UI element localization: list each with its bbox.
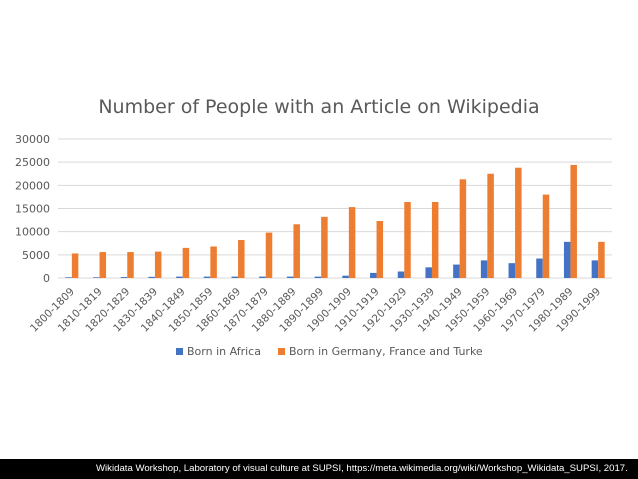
bar-series-2 (487, 173, 494, 278)
bar-series-2 (376, 221, 384, 278)
bar-series-1 (397, 271, 405, 278)
bar-series-2 (570, 164, 577, 278)
bar-series-2 (99, 252, 107, 278)
bar-chart: Number of People with an Article on Wiki… (15, 96, 612, 358)
bar-series-2 (459, 179, 467, 278)
y-tick-label: 25000 (15, 156, 50, 169)
bar-series-1 (93, 277, 100, 278)
grid-layer (58, 138, 612, 279)
y-tick-label: 15000 (15, 203, 50, 216)
bar-series-1 (148, 276, 155, 278)
caption-text: Wikidata Workshop, Laboratory of visual … (96, 463, 628, 474)
legend-label: Born in Germany, France and Turke (289, 345, 483, 358)
bar-series-1 (508, 263, 516, 278)
bar-series-1 (203, 276, 211, 278)
bar-series-1 (176, 276, 183, 278)
bar-series-2 (210, 246, 217, 278)
y-tick-label: 20000 (15, 179, 50, 192)
bar-series-1 (314, 276, 322, 278)
bar-series-1 (591, 260, 599, 278)
bar-series-2 (515, 167, 522, 278)
y-tick-label: 30000 (15, 133, 50, 146)
legend: Born in Africa Born in Germany, France an… (176, 345, 483, 358)
bar-series-1 (120, 277, 128, 278)
bars-layer (65, 164, 605, 278)
y-tick-label: 5000 (22, 249, 50, 262)
bar-series-2 (431, 202, 439, 278)
bar-series-1 (563, 241, 571, 278)
bar-series-2 (154, 251, 162, 278)
bar-series-1 (259, 276, 266, 278)
x-axis: 1800-18091810-18191820-18291830-18391840… (28, 286, 603, 335)
legend-swatch (278, 348, 285, 355)
bar-series-1 (425, 267, 432, 278)
bar-series-2 (348, 207, 356, 278)
caption-bar: Wikidata Workshop, Laboratory of visual … (0, 459, 638, 479)
y-tick-label: 10000 (15, 226, 50, 239)
bar-series-2 (71, 253, 79, 278)
bar-series-2 (265, 232, 273, 278)
bar-series-1 (286, 276, 294, 278)
bar-series-2 (321, 216, 328, 278)
bar-series-2 (404, 202, 411, 278)
bar-series-1 (370, 272, 377, 278)
bar-series-2 (542, 194, 550, 278)
bar-series-1 (453, 264, 460, 278)
bar-series-2 (127, 252, 134, 278)
bar-series-1 (342, 275, 349, 278)
y-axis: 0 5000 10000 15000 20000 25000 30000 (15, 133, 50, 285)
legend-swatch (176, 348, 183, 355)
bar-series-1 (536, 258, 543, 278)
bar-series-2 (293, 224, 300, 278)
y-tick-label: 0 (43, 272, 50, 285)
bar-series-2 (182, 247, 190, 278)
chart-title: Number of People with an Article on Wiki… (98, 96, 539, 118)
bar-series-1 (480, 260, 488, 278)
bar-series-1 (231, 276, 239, 278)
bar-series-1 (65, 277, 72, 278)
bar-series-2 (598, 241, 605, 278)
bar-series-2 (238, 240, 245, 278)
legend-label: Born in Africa (187, 345, 261, 358)
